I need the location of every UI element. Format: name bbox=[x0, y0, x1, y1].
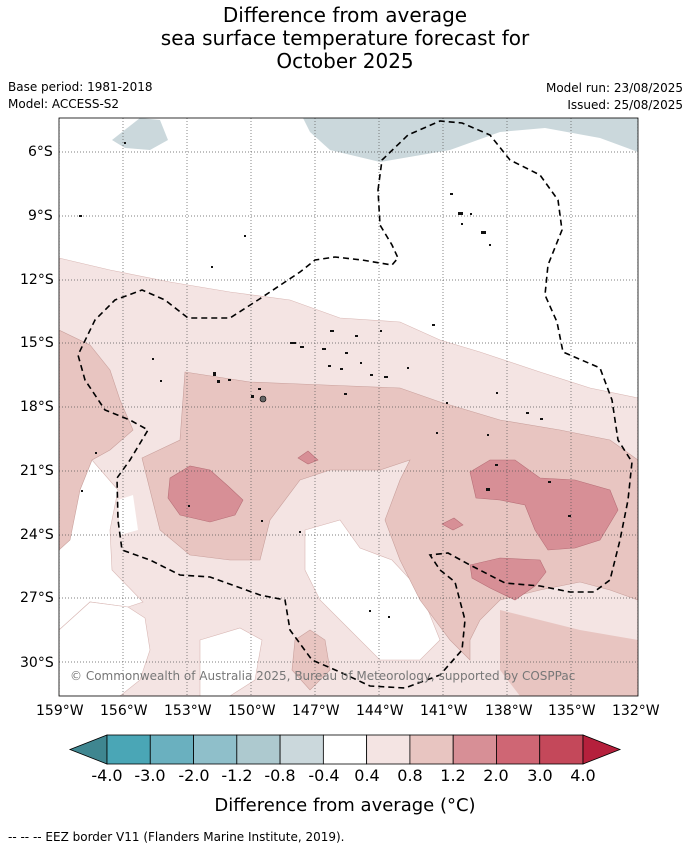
lat-tick: 27°S bbox=[20, 590, 54, 606]
lon-tick: 156°W bbox=[100, 703, 148, 719]
colorbar-label: -0.8 bbox=[264, 766, 296, 785]
colorbar-swatch bbox=[106, 734, 151, 765]
title-line-2: sea surface temperature forecast for bbox=[160, 26, 530, 50]
colorbar-label: -2.0 bbox=[178, 766, 210, 785]
eez-legend-note: -- -- -- EEZ border V11 (Flanders Marine… bbox=[8, 830, 345, 844]
colorbar-label: -0.4 bbox=[308, 766, 340, 785]
colorbar-label: 4.0 bbox=[570, 766, 596, 785]
lon-tick: 159°W bbox=[36, 703, 84, 719]
colorbar-swatch bbox=[193, 734, 238, 765]
eez-border bbox=[77, 120, 633, 689]
lon-tick: 144°W bbox=[356, 703, 404, 719]
colorbar-label: 1.2 bbox=[440, 766, 466, 785]
lat-tick: 18°S bbox=[20, 399, 54, 415]
colorbar-swatch bbox=[409, 734, 454, 765]
lat-tick: 30°S bbox=[20, 655, 54, 671]
colorbar-label: -4.0 bbox=[91, 766, 123, 785]
cool-anomaly-region bbox=[303, 118, 638, 162]
lon-tick: 138°W bbox=[485, 703, 533, 719]
colorbar-label: -3.0 bbox=[134, 766, 166, 785]
colorbar-extend-high bbox=[582, 734, 622, 765]
colorbar-swatch bbox=[279, 734, 324, 765]
lat-tick: 21°S bbox=[20, 463, 54, 479]
colorbar-swatch bbox=[452, 734, 497, 765]
lat-tick: 9°S bbox=[28, 208, 53, 224]
lat-tick: 12°S bbox=[20, 272, 54, 288]
model-name: Model: ACCESS-S2 bbox=[8, 97, 120, 111]
lon-tick: 141°W bbox=[420, 703, 468, 719]
lat-tick: 6°S bbox=[28, 144, 53, 160]
colorbar-swatch bbox=[322, 734, 368, 765]
colorbar-label: 2.0 bbox=[483, 766, 509, 785]
lon-tick: 153°W bbox=[164, 703, 212, 719]
copyright-notice: © Commonwealth of Australia 2025, Bureau… bbox=[70, 669, 576, 683]
colorbar-label: 0.4 bbox=[354, 766, 380, 785]
title-line-3: October 2025 bbox=[276, 49, 414, 73]
island-markers bbox=[79, 142, 571, 618]
colorbar-label: 0.8 bbox=[397, 766, 423, 785]
colorbar-title: Difference from average (°C) bbox=[214, 795, 476, 816]
colorbar bbox=[68, 734, 622, 765]
issued-date: Issued: 25/08/2025 bbox=[567, 98, 683, 112]
colorbar-swatch bbox=[539, 734, 584, 765]
colorbar-swatch bbox=[496, 734, 541, 765]
colorbar-swatch bbox=[236, 734, 281, 765]
base-period: Base period: 1981-2018 bbox=[8, 80, 153, 94]
model-run: Model run: 23/08/2025 bbox=[545, 81, 683, 95]
lon-tick: 135°W bbox=[548, 703, 596, 719]
colorbar-swatch bbox=[149, 734, 194, 765]
lon-tick: 147°W bbox=[292, 703, 340, 719]
colorbar-label: 3.0 bbox=[527, 766, 553, 785]
lon-tick: 132°W bbox=[612, 703, 660, 719]
colorbar-extend-low bbox=[68, 734, 108, 765]
lon-tick: 150°W bbox=[228, 703, 276, 719]
lat-tick: 15°S bbox=[20, 335, 54, 351]
title-line-1: Difference from average bbox=[222, 3, 468, 27]
colorbar-swatch bbox=[366, 734, 411, 765]
colorbar-label: -1.2 bbox=[221, 766, 253, 785]
lat-tick: 24°S bbox=[20, 527, 54, 543]
